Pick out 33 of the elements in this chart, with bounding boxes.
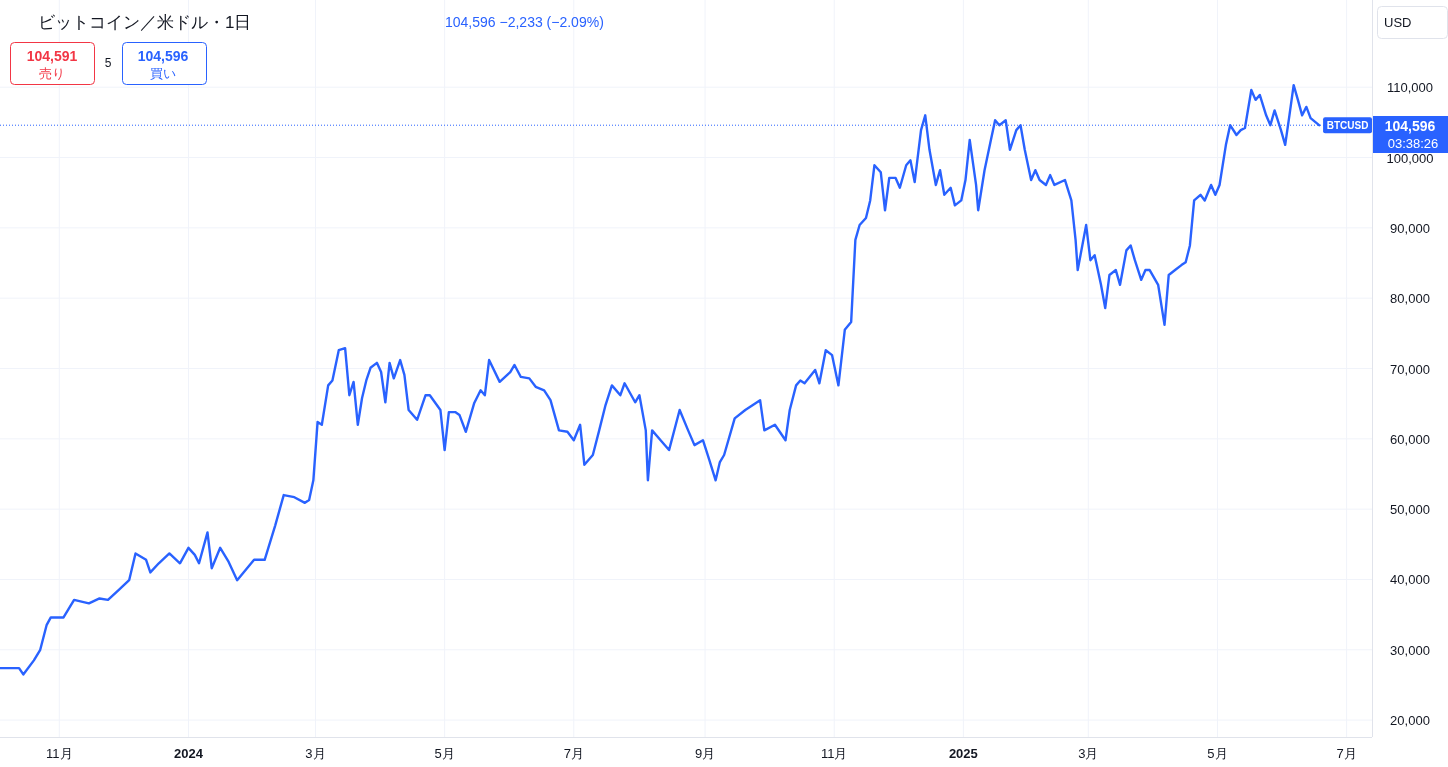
text: ビットコイン／米ドル・1日 [38,13,252,32]
x-tick-label: 5月 [434,746,455,761]
x-tick-label: 2024 [173,746,204,761]
text: 03:38:26 [1387,136,1439,151]
y-tick-label: 20,000 [1390,713,1430,729]
text: 104,596 [1384,118,1436,134]
y-tick-label: 40,000 [1390,572,1430,588]
x-tick-label: 11月 [46,746,73,761]
text: USD [1384,15,1412,30]
annotation: 104,591 [26,48,78,64]
y-tick-label: 50,000 [1390,502,1430,518]
annotation: 104,596 −2,233 (−2.09%) [445,14,604,30]
line-series [0,83,1321,676]
x-tick-label: 3月 [305,746,326,761]
x-tick-label: 2025 [948,746,978,761]
x-tick-label: 7月 [563,746,584,761]
annotation: 104,596 [137,48,189,64]
annotation: 5 [104,56,112,70]
x-tick-label: 3月 [1078,746,1099,761]
x-tick-label: 11月 [820,746,848,761]
annotation: 売り [39,66,65,81]
annotation: 買い [150,66,176,81]
x-tick-label: 5月 [1207,746,1228,761]
y-tick-label: 70,000 [1390,361,1430,377]
y-tick-label: 90,000 [1390,220,1430,236]
y-tick-label: 80,000 [1390,291,1430,307]
y-tick-label: 30,000 [1390,642,1430,658]
x-tick-label: 7月 [1336,746,1357,761]
x-tick-label: 9月 [694,746,716,761]
series-label: BTCUSD [1326,120,1369,132]
y-tick-label: 110,000 [1386,80,1434,96]
y-tick-label: 100,000 [1386,150,1434,166]
y-tick-label: 60,000 [1390,431,1430,447]
